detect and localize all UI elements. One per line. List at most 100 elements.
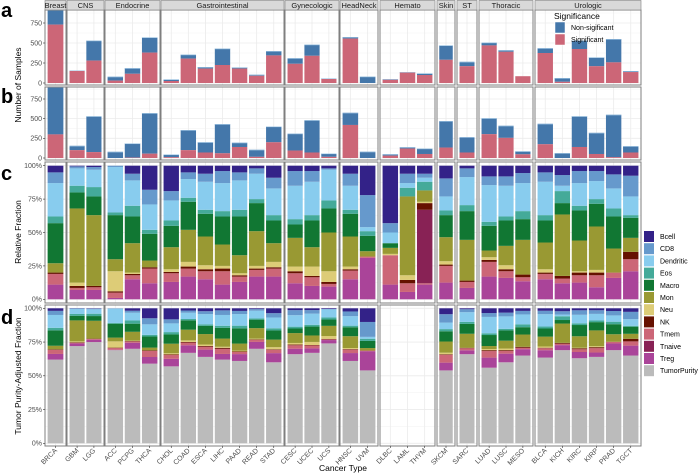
segment-c-KIRC-Mon [571,240,588,272]
segment-d-STAD-Treg [266,353,282,363]
segment-c-KICH-CD8 [554,175,571,186]
segment-c-ESCA-Dendritic [197,181,214,210]
panel-border [456,161,478,304]
panel-border [339,304,379,447]
bar-nonsignificant-CHOL [163,154,179,158]
segment-c-DLBC-Dendritic [382,232,399,244]
segment-c-COAD-NK [180,266,197,269]
segment-d-SARC-Eos [459,321,475,324]
segment-c-READ-Dendritic [248,173,265,200]
bar-significant-DLBC [382,79,399,83]
segment-d-ACC-Tmem [107,348,124,350]
legend-key-significant [554,33,566,46]
segment-d-STAD-Mon [266,339,282,348]
segment-d-PRAD-CD8 [605,311,622,316]
legend-key-cd8 [644,243,654,255]
panel-border [160,161,285,304]
segment-c-MESO-CD8 [515,173,531,184]
segment-c-COAD-Eos [180,197,197,202]
x-tick-label: UCEC [296,447,315,466]
legend-key-tumorpurity [644,365,654,377]
bar-significant-SKCM [439,147,453,158]
legend-key-tnaive [644,340,654,352]
bar-significant-PAAD [231,146,248,158]
segment-c-ESCA-Treg [197,279,214,300]
segment-d-SKCM-Neu [439,352,453,355]
segment-d-LIHC-Treg [214,353,231,360]
segment-c-ACC-Neu [107,271,124,292]
segment-d-SARC-Macro [459,323,475,334]
panel-border [478,86,534,161]
bar-nonsignificant-COAD [180,54,197,59]
segment-c-LAML-CD8 [399,173,416,184]
segment-c-COAD-Macro [180,201,197,230]
segment-d-CHOL-Treg [163,358,179,367]
bar-significant-STAD [266,55,282,83]
segment-c-LGG-Mon [86,215,102,286]
segment-c-LUAD-Mon [481,250,497,258]
panel-border [104,86,161,161]
bar-nonsignificant-DLBC [382,154,399,156]
segment-d-UCS-Treg [321,340,337,344]
cell-type-legend: Bcell CD8 Dendritic Eos Macro Mon Neu NK Tmem Tna… [644,231,698,377]
segment-c-THYM-Treg [416,284,433,300]
segment-c-BLCA-Eos [537,215,553,221]
x-tick-label: CESC [280,447,299,466]
y-tick-label: 75% [28,339,42,346]
segment-c-CESC-Tmem [287,273,303,284]
segment-d-BRCA-Treg [47,353,64,360]
bar-nonsignificant-THCA [141,113,158,154]
segment-d-KIRC-Bcell [571,308,588,311]
segment-d-ESCA-Tmem [197,346,214,350]
facet-strip-label: CNS [78,1,94,10]
bar-significant-COAD [180,58,197,83]
x-tick-label: DLBC [376,447,394,465]
segment-d-ESCA-CD8 [197,311,214,315]
segment-c-PRAD-Bcell [605,165,622,175]
facet-strip-label: Gynecologic [291,1,333,10]
segment-d-CHOL-Tmem [163,355,179,359]
segment-d-KIRP-Eos [588,320,605,323]
segment-d-LUAD-Mon [481,346,497,349]
segment-d-KIRC-Mon [571,336,588,348]
segment-d-THCA-Treg [141,357,158,364]
facet-strip [104,0,161,11]
bar-significant-ESCA [197,68,214,83]
segment-d-LGG-CD8 [86,308,102,310]
segment-c-CESC-Mon [287,237,303,267]
segment-d-SKCM-Eos [439,329,453,332]
segment-d-LUSC-TumorPurity [498,362,514,444]
segment-c-THCA-Eos [141,229,158,234]
bar-nonsignificant-LUAD [481,42,497,46]
segment-c-BLCA-Treg [537,279,553,300]
segment-d-HNSC-CD8 [342,311,359,317]
segment-d-SARC-Treg [459,350,475,355]
bar-significant-TGCT [623,72,639,83]
segment-c-CESC-CD8 [287,171,303,186]
segment-d-MESO-TumorPurity [515,355,531,444]
segment-c-LGG-Treg [86,289,102,300]
segment-c-UCEC-Mon [304,247,320,267]
bar-significant-KIRC [571,146,588,158]
bar-significant-LUAD [481,134,497,158]
segment-c-DLBC-Macro [382,243,399,248]
segment-d-MESO-CD8 [515,310,531,315]
segment-d-ACC-Mon [107,337,124,342]
segment-d-UVM-Mon [359,348,376,351]
facet-strip-label: Thoracic [492,1,521,10]
bar-significant-UCS [321,156,337,158]
segment-d-UCEC-Tmem [304,345,320,349]
segment-c-KICH-Mon [554,214,571,276]
segment-c-SKCM-Neu [439,261,453,265]
panel-border [436,86,456,161]
segment-c-LUAD-Macro [481,225,497,251]
segment-d-GBM-Dendritic [69,309,85,314]
facet-strip-label: Skin [439,1,454,10]
segment-d-KIRP-CD8 [588,310,605,314]
bar-significant-DLBC [382,155,399,158]
bar-significant-KICH [554,81,571,83]
segment-c-LUAD-CD8 [481,176,497,186]
segment-c-SKCM-NK [439,264,453,266]
segment-d-PCPG-Eos [124,320,141,324]
y-tick-label: 250 [30,60,42,67]
